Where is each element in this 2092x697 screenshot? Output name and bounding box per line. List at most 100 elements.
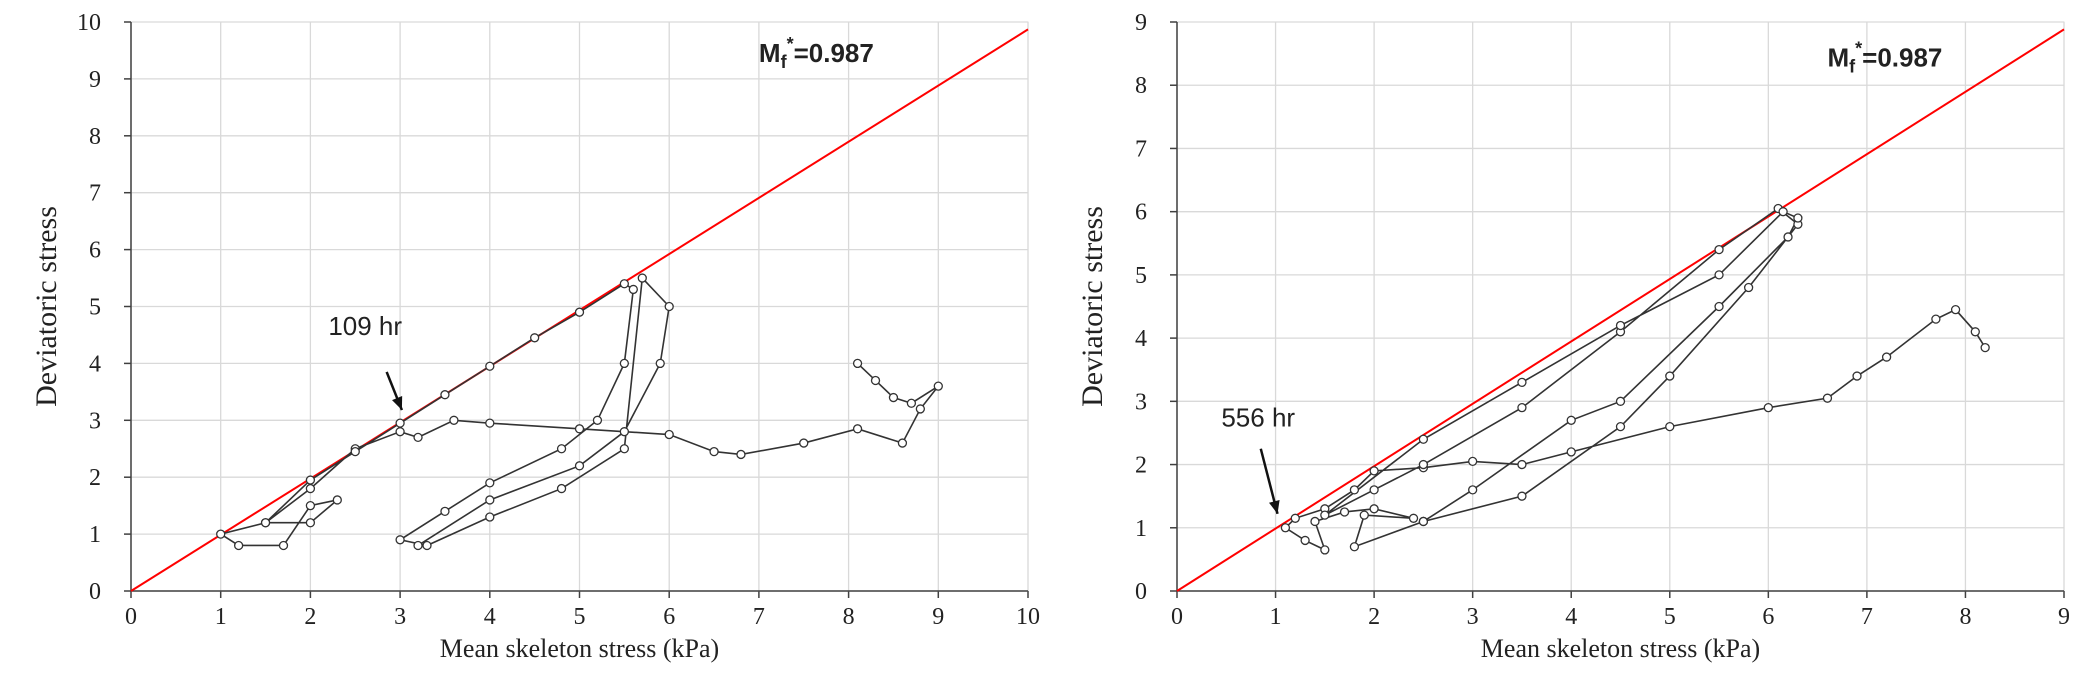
data-point — [1369, 485, 1379, 495]
data-point — [350, 446, 360, 457]
fit-label-part: =0.987 — [1862, 42, 1942, 72]
data-point — [278, 540, 289, 551]
x-tick-label: 5 — [1664, 604, 1676, 630]
data-point — [1970, 327, 1980, 337]
y-tick-label: 5 — [89, 295, 101, 321]
fit-label-part: * — [787, 34, 794, 54]
data-point — [574, 461, 585, 471]
fit-label: Mf*=0.987 — [759, 34, 874, 72]
x-tick-label: 3 — [394, 604, 406, 630]
data-point — [1615, 320, 1626, 331]
y-tick-label: 9 — [1135, 10, 1147, 36]
data-point — [799, 438, 809, 448]
data-point — [530, 333, 540, 343]
data-point — [1418, 459, 1429, 470]
arrow-head — [1269, 500, 1280, 514]
data-point — [1852, 371, 1862, 381]
data-point — [1310, 516, 1320, 527]
data-point — [413, 432, 423, 443]
x-tick-label: 7 — [753, 604, 765, 630]
data-point — [233, 540, 244, 551]
data-point — [1468, 485, 1478, 495]
data-point — [619, 427, 629, 437]
y-tick-label: 5 — [1135, 263, 1147, 289]
data-point — [870, 375, 881, 386]
fit-label-part: f — [781, 52, 788, 72]
y-tick-label: 9 — [89, 67, 101, 93]
data-point — [619, 358, 629, 369]
data-point — [1369, 466, 1379, 476]
data-point — [440, 390, 450, 400]
data-point — [413, 540, 423, 551]
x-tick-label: 4 — [1565, 604, 1577, 630]
y-tick-label: 4 — [1135, 326, 1147, 352]
data-point — [619, 279, 629, 289]
data-point — [709, 446, 719, 457]
y-tick-label: 8 — [89, 124, 101, 150]
data-point — [1665, 421, 1675, 432]
data-point — [1359, 510, 1369, 520]
data-point — [1280, 523, 1291, 533]
data-point — [1320, 545, 1330, 555]
data-point — [395, 427, 405, 437]
chart: 0 1 2 3 4 5 6 7 8 9 0 1 2 3 4 5 6 7 8 9 Mean skeleton stress… — [1076, 10, 2070, 663]
data-point — [1743, 282, 1754, 293]
fit-label-part: M — [1827, 42, 1849, 72]
data-point — [888, 392, 899, 403]
data-point — [1517, 377, 1527, 388]
data-point — [305, 475, 316, 485]
data-point — [664, 301, 674, 312]
y-axis-label: Deviatoric stress — [30, 206, 63, 407]
data-point — [1290, 513, 1300, 523]
fit-label-part: =0.987 — [794, 38, 874, 68]
data-point — [485, 361, 495, 371]
x-tick-label: 2 — [304, 604, 316, 630]
data-point — [449, 415, 459, 425]
y-tick-label: 2 — [89, 465, 101, 491]
data-point — [592, 415, 603, 425]
data-point — [1418, 434, 1429, 444]
x-axis-label: Mean skeleton stress (kPa) — [1481, 634, 1760, 663]
data-point — [1408, 513, 1419, 523]
data-point — [1566, 447, 1576, 457]
data-point — [897, 438, 908, 448]
y-tick-label: 8 — [1135, 73, 1147, 99]
y-tick-label: 2 — [1135, 453, 1147, 479]
x-tick-label: 2 — [1368, 604, 1380, 630]
annotation: 556 hr — [1221, 403, 1295, 433]
data-point — [1300, 535, 1310, 546]
data-point — [1665, 371, 1675, 381]
y-tick-label: 3 — [1135, 389, 1147, 415]
data-point — [1714, 301, 1724, 312]
data-point — [1931, 314, 1941, 324]
x-tick-label: 10 — [1016, 604, 1040, 630]
x-tick-label: 9 — [932, 604, 944, 630]
data-point — [852, 424, 863, 434]
data-point — [305, 518, 316, 528]
x-tick-label: 0 — [1171, 604, 1183, 630]
x-tick-label: 5 — [574, 604, 586, 630]
data-point — [852, 358, 863, 369]
x-tick-label: 4 — [484, 604, 496, 630]
data-point — [1793, 213, 1803, 223]
data-point — [1320, 510, 1330, 520]
data-point — [440, 506, 450, 516]
data-point — [485, 495, 495, 505]
data-point — [1418, 516, 1429, 527]
x-tick-label: 7 — [1861, 604, 1873, 630]
fit-line — [1176, 28, 2065, 592]
data-point — [1468, 456, 1478, 467]
y-tick-label: 10 — [77, 10, 101, 36]
fit-label-part: * — [1855, 38, 1862, 58]
data-point — [485, 418, 495, 428]
x-tick-label: 6 — [663, 604, 675, 630]
data-point — [1822, 393, 1833, 403]
data-point — [332, 495, 342, 505]
data-point — [664, 429, 674, 440]
y-axis-label: Deviatoric stress — [1076, 206, 1109, 407]
data-point — [1615, 396, 1626, 406]
fit-label-part: M — [759, 38, 781, 68]
data-point — [574, 307, 585, 317]
